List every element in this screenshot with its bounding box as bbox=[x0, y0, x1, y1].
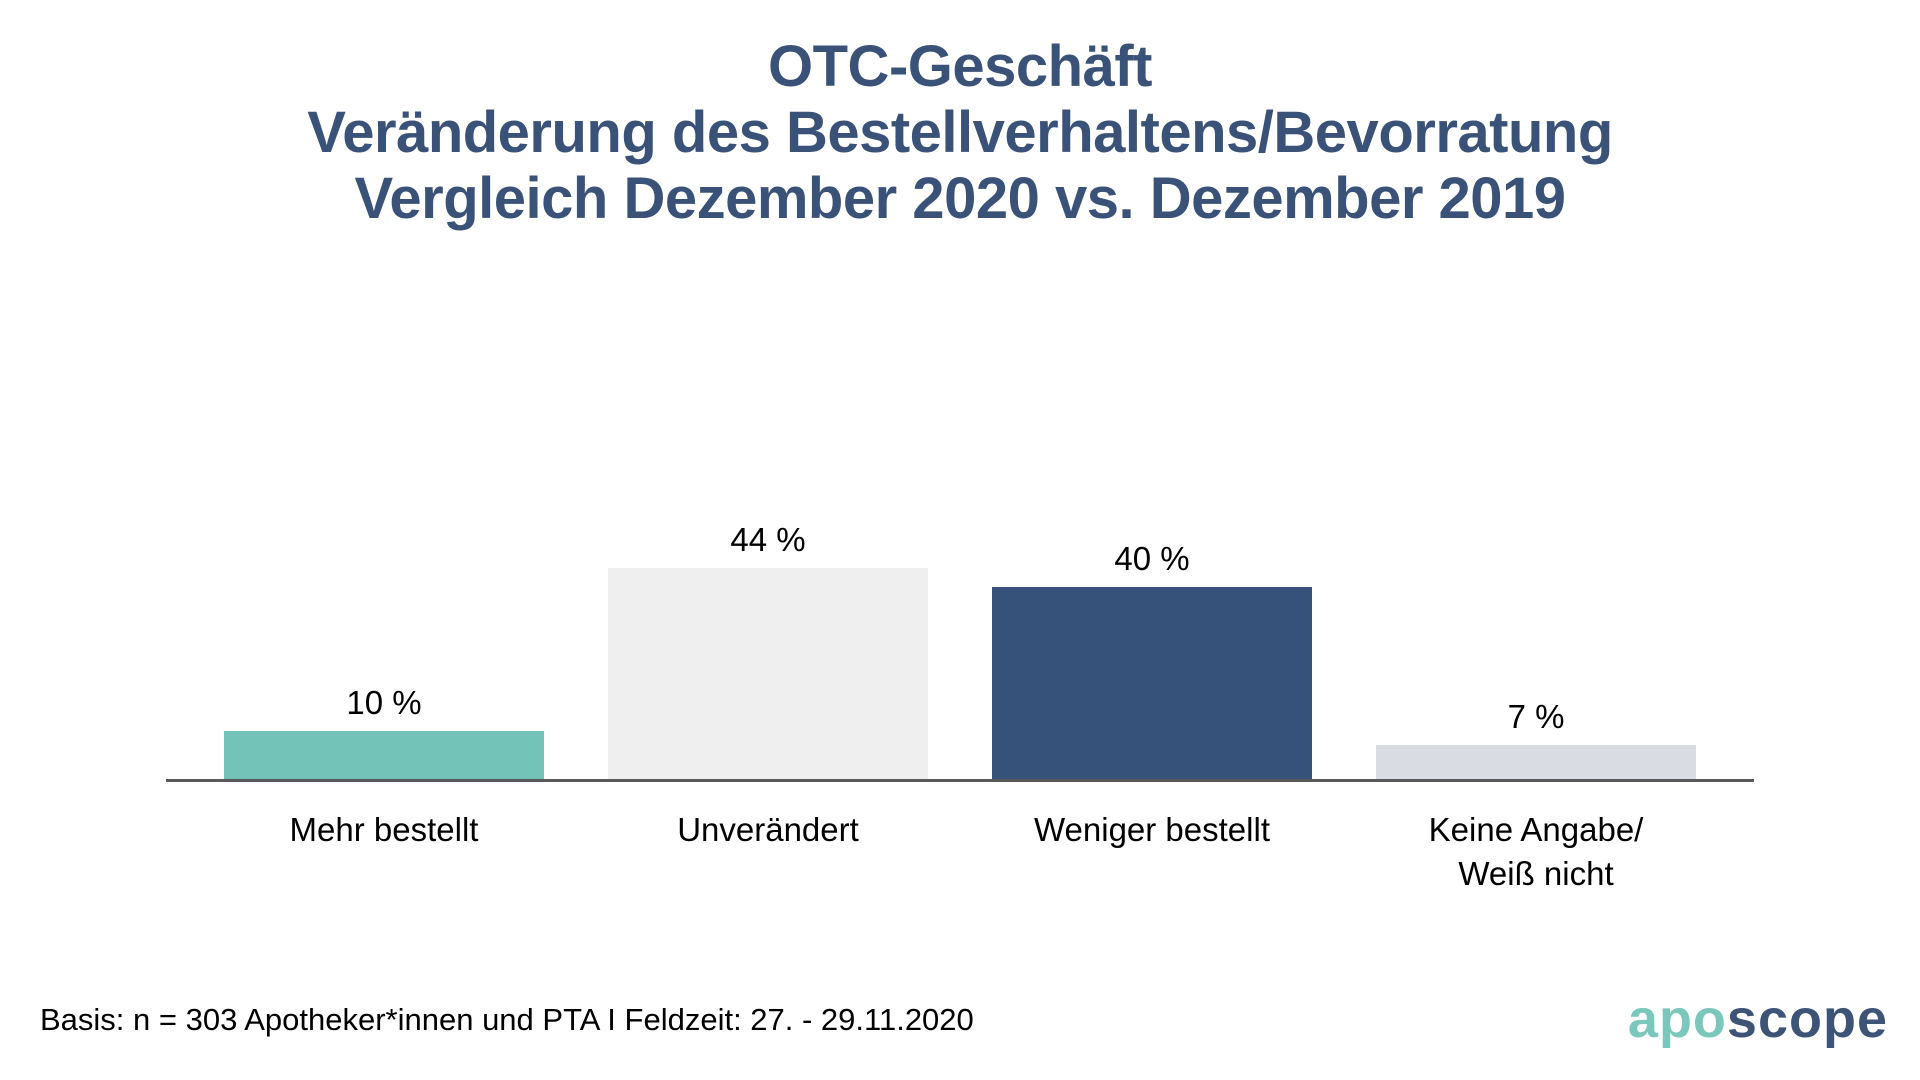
bar-mehr-bestellt bbox=[224, 731, 544, 779]
basis-note: Basis: n = 303 Apotheker*innen und PTA I… bbox=[40, 1002, 974, 1037]
bar-group-mehr-bestellt: 10 % bbox=[224, 684, 544, 779]
aposcope-logo: aposcope bbox=[1628, 992, 1888, 1046]
bar-unveraendert bbox=[608, 568, 928, 779]
bar-group-unveraendert: 44 % bbox=[608, 521, 928, 779]
value-label-unveraendert: 44 % bbox=[730, 521, 806, 558]
bar-group-keine-angabe: 7 % bbox=[1376, 698, 1696, 779]
chart-title-line2: Veränderung des Bestellverhaltens/Bevorr… bbox=[307, 100, 1613, 165]
bar-weniger-bestellt bbox=[992, 587, 1312, 779]
bar-keine-angabe bbox=[1376, 745, 1696, 779]
category-label-weniger-bestellt: Weniger bestellt bbox=[1033, 811, 1270, 848]
bar-chart: 10 % 44 % 40 % 7 % bbox=[166, 440, 1754, 782]
category-axis-labels: Mehr bestellt Unverändert Weniger bestel… bbox=[166, 808, 1754, 896]
value-label-mehr-bestellt: 10 % bbox=[346, 684, 422, 721]
value-label-weniger-bestellt: 40 % bbox=[1114, 540, 1190, 577]
category-label-mehr-bestellt: Mehr bestellt bbox=[289, 811, 479, 848]
value-label-keine-angabe: 7 % bbox=[1507, 698, 1565, 735]
chart-title-line1: OTC-Geschäft bbox=[768, 34, 1152, 99]
chart-title-line3: Vergleich Dezember 2020 vs. Dezember 201… bbox=[354, 166, 1566, 231]
chart-title: OTC-Geschäft Veränderung des Bestellverh… bbox=[0, 34, 1920, 232]
category-label-keine-angabe: Keine Angabe/ Weiß nicht bbox=[1428, 811, 1644, 892]
bar-group-weniger-bestellt: 40 % bbox=[992, 540, 1312, 779]
aposcope-logo-apo: apo bbox=[1627, 989, 1727, 1049]
aposcope-logo-scope: scope bbox=[1726, 989, 1888, 1049]
category-label-unveraendert: Unverändert bbox=[677, 811, 859, 848]
